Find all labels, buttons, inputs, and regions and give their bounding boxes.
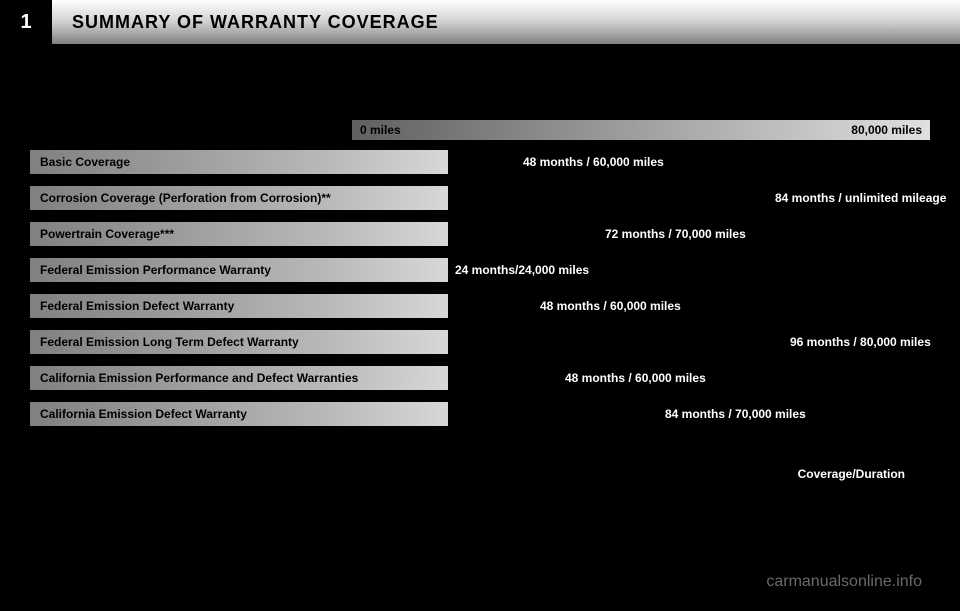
row-value: 48 months / 60,000 miles — [540, 294, 681, 318]
chart-row: California Emission Defect Warranty 84 mo… — [30, 402, 930, 426]
row-label: Federal Emission Defect Warranty — [30, 294, 448, 318]
chart-row: Federal Emission Long Term Defect Warran… — [30, 330, 930, 354]
mileage-scale: 0 miles 80,000 miles — [352, 120, 930, 140]
chart-row: Corrosion Coverage (Perforation from Cor… — [30, 186, 930, 210]
row-value: 96 months / 80,000 miles — [790, 330, 931, 354]
row-label: California Emission Performance and Defe… — [30, 366, 448, 390]
watermark: carmanualsonline.info — [766, 573, 922, 591]
row-value: 48 months / 60,000 miles — [565, 366, 706, 390]
scale-max: 80,000 miles — [851, 123, 922, 137]
row-label: Powertrain Coverage*** — [30, 222, 448, 246]
row-label: Corrosion Coverage (Perforation from Cor… — [30, 186, 448, 210]
chart-row: Basic Coverage 48 months / 60,000 miles — [30, 150, 930, 174]
chart-row: Federal Emission Performance Warranty 24 … — [30, 258, 930, 282]
chart-row: Federal Emission Defect Warranty 48 month… — [30, 294, 930, 318]
page-title: SUMMARY OF WARRANTY COVERAGE — [52, 0, 960, 44]
row-label: California Emission Defect Warranty — [30, 402, 448, 426]
scale-min: 0 miles — [360, 123, 401, 137]
row-value: 24 months/24,000 miles — [455, 258, 589, 282]
header-bar: 1 SUMMARY OF WARRANTY COVERAGE — [0, 0, 960, 44]
chart-row: California Emission Performance and Defe… — [30, 366, 930, 390]
row-label: Federal Emission Long Term Defect Warran… — [30, 330, 448, 354]
row-value: 72 months / 70,000 miles — [605, 222, 746, 246]
page-number: 1 — [0, 0, 52, 44]
row-label: Basic Coverage — [30, 150, 448, 174]
row-value: 84 months / 70,000 miles — [665, 402, 806, 426]
row-label: Federal Emission Performance Warranty — [30, 258, 448, 282]
chart-rows: Basic Coverage 48 months / 60,000 miles Co… — [30, 150, 930, 438]
legend-label: Coverage/Duration — [798, 467, 905, 481]
chart-row: Powertrain Coverage*** 72 months / 70,000… — [30, 222, 930, 246]
row-value: 48 months / 60,000 miles — [523, 150, 664, 174]
row-value: 84 months / unlimited mileage — [775, 186, 946, 210]
